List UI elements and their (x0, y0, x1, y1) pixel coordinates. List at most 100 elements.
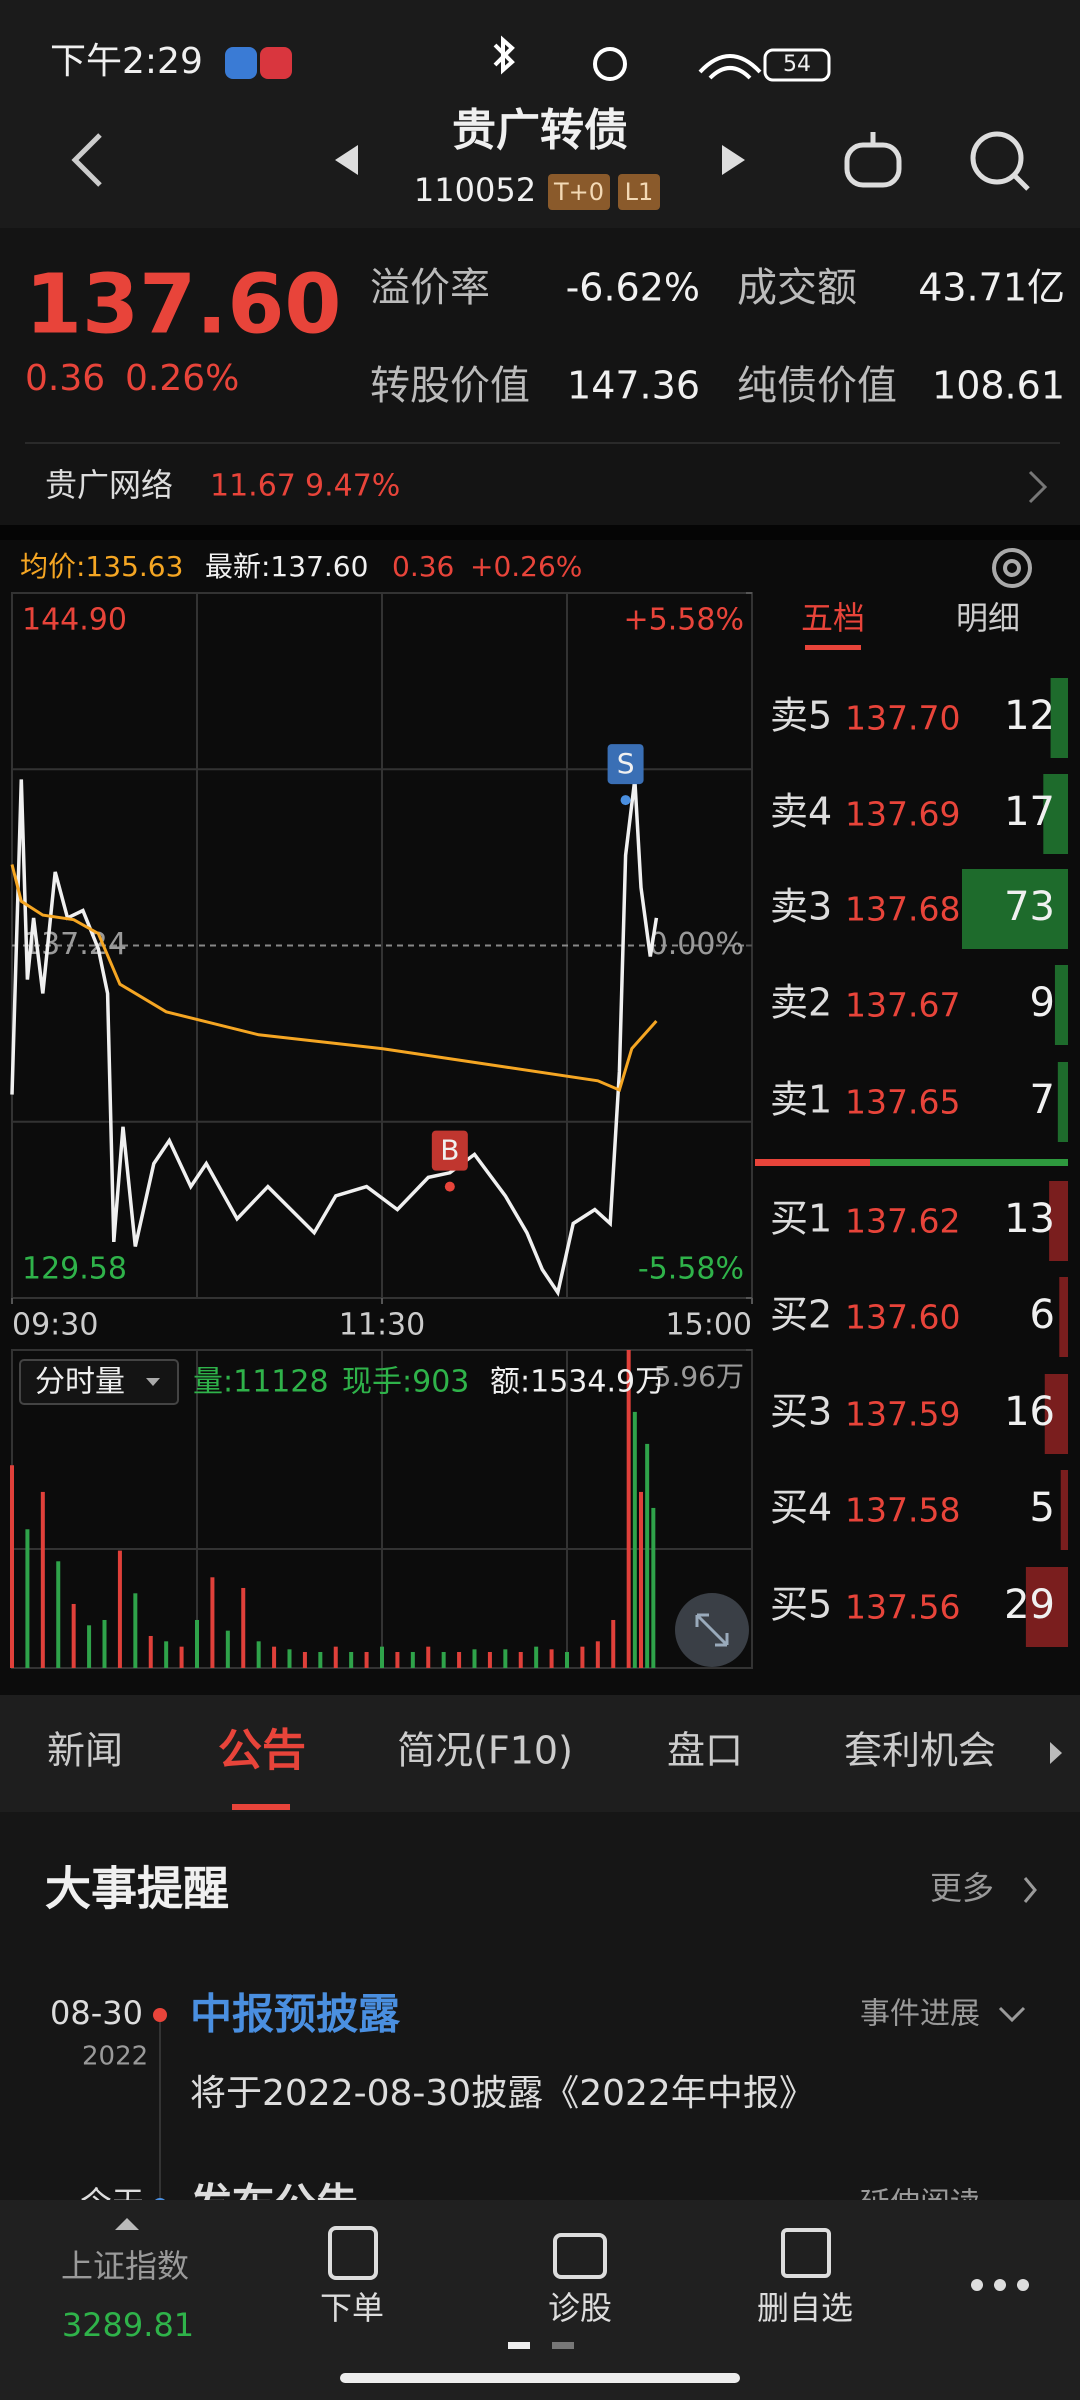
nav-item[interactable]: 下单 (320, 2289, 384, 2327)
volume-stat: 额:1534.9万 (490, 1365, 665, 1400)
more-chevron[interactable] (1023, 1877, 1037, 1903)
prev-button[interactable] (335, 145, 358, 175)
divider-green (870, 1159, 1068, 1166)
status-time: 下午2:29 (50, 41, 203, 82)
order-volume: 17 (1004, 789, 1055, 835)
settings-button[interactable] (992, 548, 1032, 588)
tab-active: 五档 (801, 599, 865, 637)
order-price: 137.62 (845, 1202, 960, 1241)
depth-bar (1043, 774, 1068, 854)
next-button[interactable] (722, 145, 745, 175)
order-price: 137.60 (845, 1298, 960, 1337)
order-price: 137.68 (845, 890, 960, 929)
y-tick-label: 5.96万 (654, 1360, 744, 1393)
depth-bar (962, 869, 1068, 949)
volume-bar (565, 1651, 569, 1668)
nav-bg (0, 2200, 1080, 2400)
volume-bar (503, 1649, 508, 1668)
volume-bar (487, 1651, 492, 1668)
tag-chevron[interactable] (998, 2006, 1026, 2023)
volume-stat: 现手:903 (342, 1365, 469, 1400)
tab[interactable]: 简况(F10) (397, 1729, 573, 1773)
nav-item[interactable]: 诊股 (548, 2289, 612, 2327)
volume-bar (595, 1641, 600, 1668)
y-tick-label: 144.90 (22, 603, 127, 638)
field-label: 纯债价值 (737, 363, 897, 409)
legend-change: 0.36 (392, 550, 454, 583)
depth-bar (1044, 1374, 1068, 1454)
tab-active[interactable]: 公告 (218, 1725, 306, 1776)
tab-bar-bg (0, 1695, 1080, 1812)
order-price: 137.69 (845, 795, 960, 834)
order-volume: 16 (1004, 1389, 1055, 1435)
y2-tick-label: +5.58% (624, 603, 744, 638)
volume-bar (287, 1649, 292, 1668)
battery-level: 54 (783, 52, 811, 77)
tab-scroll[interactable] (1050, 1742, 1062, 1764)
field-label: 转股价值 (370, 363, 530, 409)
volume-bar (256, 1641, 261, 1668)
index-name: 上证指数 (61, 2247, 189, 2285)
volume-bar (241, 1587, 246, 1668)
volume-bar (645, 1443, 650, 1668)
dropdown-arrow (146, 1378, 160, 1386)
chevron[interactable] (1028, 470, 1048, 504)
stock-price: 11.67 (210, 469, 296, 504)
remove-icon (781, 2228, 831, 2278)
more-button[interactable] (971, 2279, 1029, 2291)
volume-bar (611, 1619, 616, 1668)
volume-bar (302, 1651, 307, 1668)
volume-bar (71, 1603, 76, 1668)
volume-bar (364, 1651, 369, 1668)
volume-bar (472, 1649, 477, 1668)
header-bg (0, 0, 1080, 228)
divider-red (755, 1159, 870, 1166)
event-tag: 事件进展 (860, 1997, 980, 2032)
volume-bar (426, 1646, 431, 1668)
volume-dropdown[interactable] (19, 1359, 179, 1405)
tab[interactable]: 新闻 (47, 1729, 123, 1773)
trade-label: B (440, 1134, 459, 1167)
chart-bg (0, 540, 1080, 1695)
volume-bar (380, 1646, 384, 1668)
events-bg (0, 1812, 1080, 2212)
search-button[interactable] (970, 131, 1030, 191)
price-line (10, 779, 659, 1297)
battery (763, 48, 831, 82)
field-value: 108.61 (932, 364, 1065, 408)
tab[interactable]: 盘口 (667, 1729, 743, 1773)
x-tick-label: 11:30 (339, 1308, 425, 1343)
order-volume: 29 (1004, 1582, 1055, 1628)
volume-bar (117, 1550, 122, 1668)
order-price: 137.59 (845, 1395, 960, 1434)
volume-bar (639, 1491, 643, 1668)
volume-bar (87, 1625, 92, 1668)
nav-item[interactable]: 删自选 (757, 2289, 853, 2327)
volume-bar (549, 1649, 554, 1668)
order-price: 137.70 (845, 699, 960, 738)
events-title: 大事提醒 (45, 1862, 229, 1916)
side-label: 买3 (770, 1390, 832, 1434)
change: 0.36 (25, 358, 105, 399)
tab[interactable]: 套利机会 (844, 1729, 996, 1773)
diagnose-icon (553, 2233, 607, 2279)
index-value: 3289.81 (62, 2306, 194, 2344)
avg-price: 均价:135.63 (20, 550, 183, 583)
depth-bar (1049, 1181, 1068, 1261)
field-label: 成交额 (737, 265, 857, 311)
trade-dot (620, 795, 631, 806)
y-tick-label: 129.58 (22, 1252, 127, 1287)
depth-bar (1054, 965, 1068, 1045)
volume-bar (148, 1635, 153, 1668)
back-button[interactable] (71, 133, 102, 187)
trade-badge (607, 744, 644, 785)
robot-button[interactable] (844, 132, 902, 188)
volume-stat: 量:11128 (193, 1365, 329, 1400)
separator (0, 525, 1080, 540)
side-label: 卖3 (770, 885, 832, 929)
expand-icon (695, 1613, 729, 1647)
x-tick-label: 09:30 (12, 1308, 98, 1343)
tab-underline (805, 645, 861, 650)
event-text: 将于2022-08-30披露《2022年中报》 (190, 2073, 815, 2114)
trade-label: S (617, 747, 635, 780)
